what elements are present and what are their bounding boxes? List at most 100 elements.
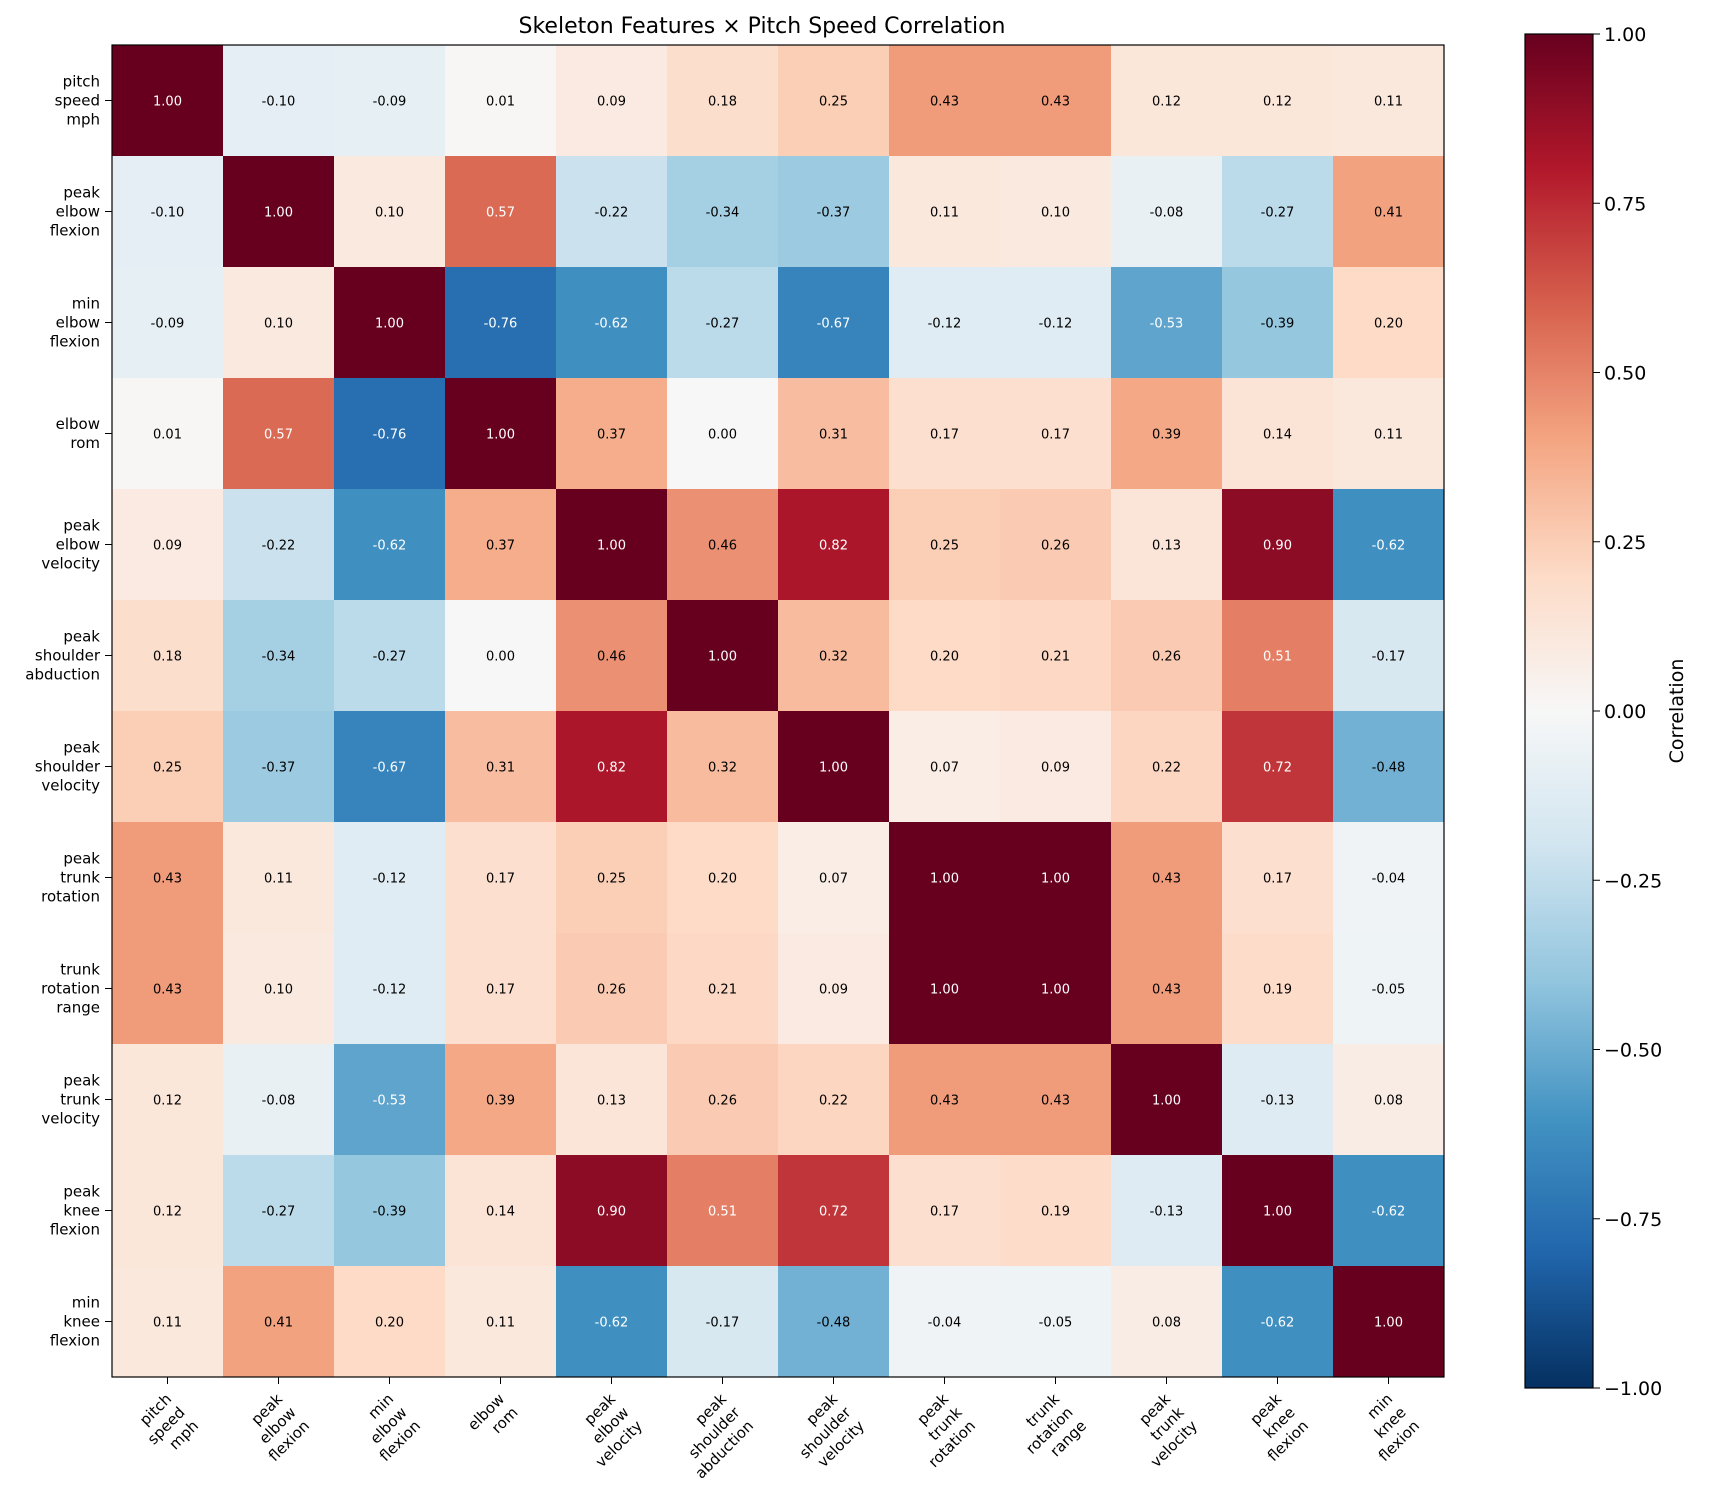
cell-value-label: 0.43 [1152, 872, 1181, 887]
cell-value-label: 0.17 [486, 872, 515, 887]
cell-value-label: 0.41 [1374, 206, 1403, 221]
cell-value-label: 0.72 [1263, 761, 1292, 776]
heatmap-cell [1333, 1044, 1445, 1156]
heatmap-cell [112, 1266, 224, 1378]
heatmap-cell [445, 378, 557, 490]
heatmap-cell [1333, 156, 1445, 268]
y-tick-label: peak elbow velocity [41, 517, 100, 573]
heatmap-cell [778, 267, 890, 379]
heatmap-cell [112, 822, 224, 934]
heatmap-cell [667, 267, 779, 379]
heatmap-cell [112, 489, 224, 601]
x-tick-label: minkneeflexion [1348, 1390, 1423, 1465]
cell-value-label: 0.90 [1263, 539, 1292, 554]
cell-value-label: -0.12 [373, 872, 407, 887]
cell-value-label: 0.31 [819, 428, 848, 443]
heatmap-cell [1222, 378, 1334, 490]
heatmap-cell [445, 156, 557, 268]
heatmap-cell [1222, 489, 1334, 601]
cell-value-label: 0.12 [153, 1094, 182, 1109]
heatmap-cell [112, 1155, 224, 1267]
heatmap-cell [889, 1044, 1001, 1156]
colorbar-tick-label: 1.00 [1604, 24, 1646, 46]
x-tick-label: peakshoulderabduction [665, 1389, 758, 1482]
cell-value-label: 0.12 [1263, 95, 1292, 110]
heatmap-cell [556, 156, 668, 268]
heatmap-cell [889, 267, 1001, 379]
heatmap-cell [1111, 711, 1223, 823]
heatmap-cell [667, 156, 779, 268]
heatmap-cell [1000, 1044, 1112, 1156]
cell-value-label: -0.08 [262, 1094, 296, 1109]
cell-value-label: -0.27 [706, 317, 740, 332]
cell-value-label: 0.39 [486, 1094, 515, 1109]
cell-value-label: 0.20 [930, 650, 959, 665]
cell-value-label: 0.46 [597, 650, 626, 665]
heatmap-cell [667, 1266, 779, 1378]
cell-value-label: 0.21 [708, 983, 737, 998]
heatmap-cell [1222, 156, 1334, 268]
heatmap-cell [445, 600, 557, 712]
heatmap-cell [1333, 1155, 1445, 1267]
heatmap-cell [1000, 378, 1112, 490]
cell-value-label: 1.00 [930, 872, 959, 887]
cell-value-label: 0.82 [597, 761, 626, 776]
heatmap-cell [667, 822, 779, 934]
cell-value-label: 0.07 [930, 761, 959, 776]
heatmap-cell [445, 1266, 557, 1378]
heatmap-cell [223, 933, 335, 1045]
cell-value-label: 0.43 [1152, 983, 1181, 998]
cell-value-label: 1.00 [153, 95, 182, 110]
cell-value-label: 1.00 [486, 428, 515, 443]
heatmap-cell [112, 378, 224, 490]
cell-value-label: 0.25 [153, 761, 182, 776]
cell-value-label: 0.17 [1041, 428, 1070, 443]
cell-value-label: -0.48 [817, 1316, 851, 1331]
heatmap-cell [1111, 1266, 1223, 1378]
heatmap-cell [889, 156, 1001, 268]
cell-value-label: 0.09 [819, 983, 848, 998]
heatmap-cell [556, 1266, 668, 1378]
cell-value-label: 0.31 [486, 761, 515, 776]
heatmap-cell [667, 600, 779, 712]
heatmap-cell [334, 1155, 446, 1267]
x-tick-label: pitchspeedmph [130, 1390, 202, 1462]
heatmap-cell [334, 489, 446, 601]
cell-value-label: 1.00 [597, 539, 626, 554]
heatmap-cell [334, 1266, 446, 1378]
cell-value-label: 0.12 [153, 1205, 182, 1220]
cell-value-label: 1.00 [1041, 872, 1070, 887]
cell-value-label: -0.62 [373, 539, 407, 554]
heatmap-cell [112, 45, 224, 157]
cell-value-label: -0.62 [1372, 539, 1406, 554]
cell-value-label: -0.17 [706, 1316, 740, 1331]
heatmap-cell [334, 1044, 446, 1156]
cell-value-label: 0.26 [1041, 539, 1070, 554]
cell-value-label: -0.17 [1372, 650, 1406, 665]
cell-value-label: 0.11 [1374, 428, 1403, 443]
heatmap-cell [445, 489, 557, 601]
heatmap-cell [1333, 45, 1445, 157]
cell-value-label: 0.17 [486, 983, 515, 998]
heatmap-cell [445, 1155, 557, 1267]
cell-value-label: -0.12 [373, 983, 407, 998]
cell-value-label: -0.12 [928, 317, 962, 332]
cell-value-label: 0.14 [1263, 428, 1292, 443]
cell-value-label: -0.34 [262, 650, 296, 665]
cell-value-label: 0.82 [819, 539, 848, 554]
cell-value-label: -0.22 [595, 206, 629, 221]
heatmap-cell [1333, 267, 1445, 379]
cell-value-label: 0.19 [1263, 983, 1292, 998]
cell-value-label: 0.22 [1152, 761, 1181, 776]
colorbar-tick-label: −1.00 [1604, 1378, 1662, 1400]
y-tick-label: peak trunk velocity [41, 1072, 100, 1128]
cell-value-label: -0.37 [817, 206, 851, 221]
cell-value-label: 0.14 [486, 1205, 515, 1220]
x-tick-label: minelbowflexion [349, 1390, 424, 1465]
cell-value-label: 0.13 [597, 1094, 626, 1109]
heatmap-cell [778, 822, 890, 934]
cell-value-label: -0.53 [1150, 317, 1184, 332]
heatmap-cell [1111, 1044, 1223, 1156]
cell-value-label: -0.05 [1039, 1316, 1073, 1331]
heatmap-cell [1111, 933, 1223, 1045]
